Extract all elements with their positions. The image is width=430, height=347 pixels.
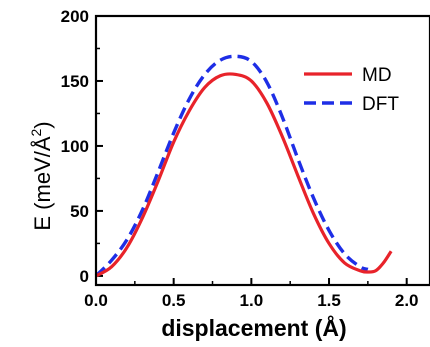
y-tick-label: 150 bbox=[61, 72, 89, 91]
x-tick-label: 2.0 bbox=[395, 291, 419, 310]
legend-label-md: MD bbox=[362, 65, 392, 86]
y-tick-label: 0 bbox=[80, 267, 89, 286]
series-layer bbox=[94, 54, 393, 278]
y-axis-title-main: E (meV/Å bbox=[30, 136, 55, 230]
x-axis-title: displacement (Å) bbox=[161, 314, 346, 341]
y-axis-title-superscript: 2 bbox=[28, 128, 44, 136]
series-line-md bbox=[95, 72, 393, 278]
x-tick-label: 0.0 bbox=[84, 291, 108, 310]
legend-label-dft: DFT bbox=[362, 94, 399, 115]
y-axis-title: E (meV/Å2) bbox=[28, 121, 55, 230]
legend: MD DFT bbox=[304, 65, 399, 115]
y-axis-title-close: ) bbox=[30, 121, 55, 128]
y-tick-label: 50 bbox=[70, 202, 89, 221]
x-tick-label: 0.5 bbox=[162, 291, 186, 310]
x-tick-label: 1.0 bbox=[240, 291, 264, 310]
y-tick-label: 200 bbox=[61, 7, 89, 26]
y-tick-label: 100 bbox=[61, 137, 89, 156]
tick-layer: 0.0 0.5 1.0 1.5 2.0 0 50 100 150 200 bbox=[61, 7, 419, 310]
plot-frame bbox=[94, 14, 430, 287]
series-line-dft bbox=[94, 54, 369, 278]
x-tick-label: 1.5 bbox=[317, 291, 341, 310]
